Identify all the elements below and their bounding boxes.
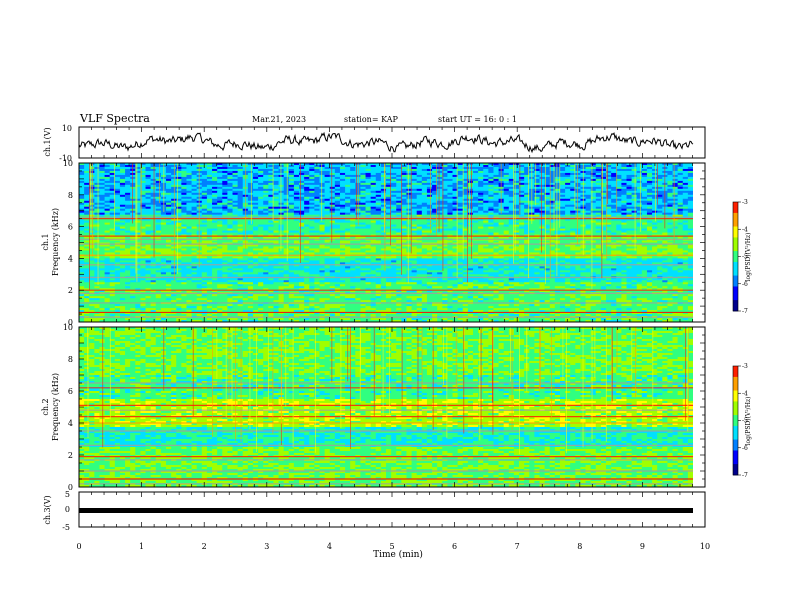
start-time-label: start UT = 16: 0 : 1 [438,115,517,124]
ch1-voltage-ticks [79,127,705,158]
ch1-spectrogram [79,163,705,322]
vlf-figure: VLF Spectra Mar.21, 2023 station= KAP st… [0,0,792,612]
date-label: Mar.21, 2023 [252,115,306,124]
ch1-voltage-trace [79,133,693,152]
figure-title: VLF Spectra [79,112,150,125]
station-label: station= KAP [344,115,399,124]
ch1-voltage-panel: 10 -10 ch.1(V) [43,124,705,163]
ch1-voltage-tick-top: 10 [62,124,72,133]
ch1-voltage-ylabel: ch.1(V) [43,127,52,156]
